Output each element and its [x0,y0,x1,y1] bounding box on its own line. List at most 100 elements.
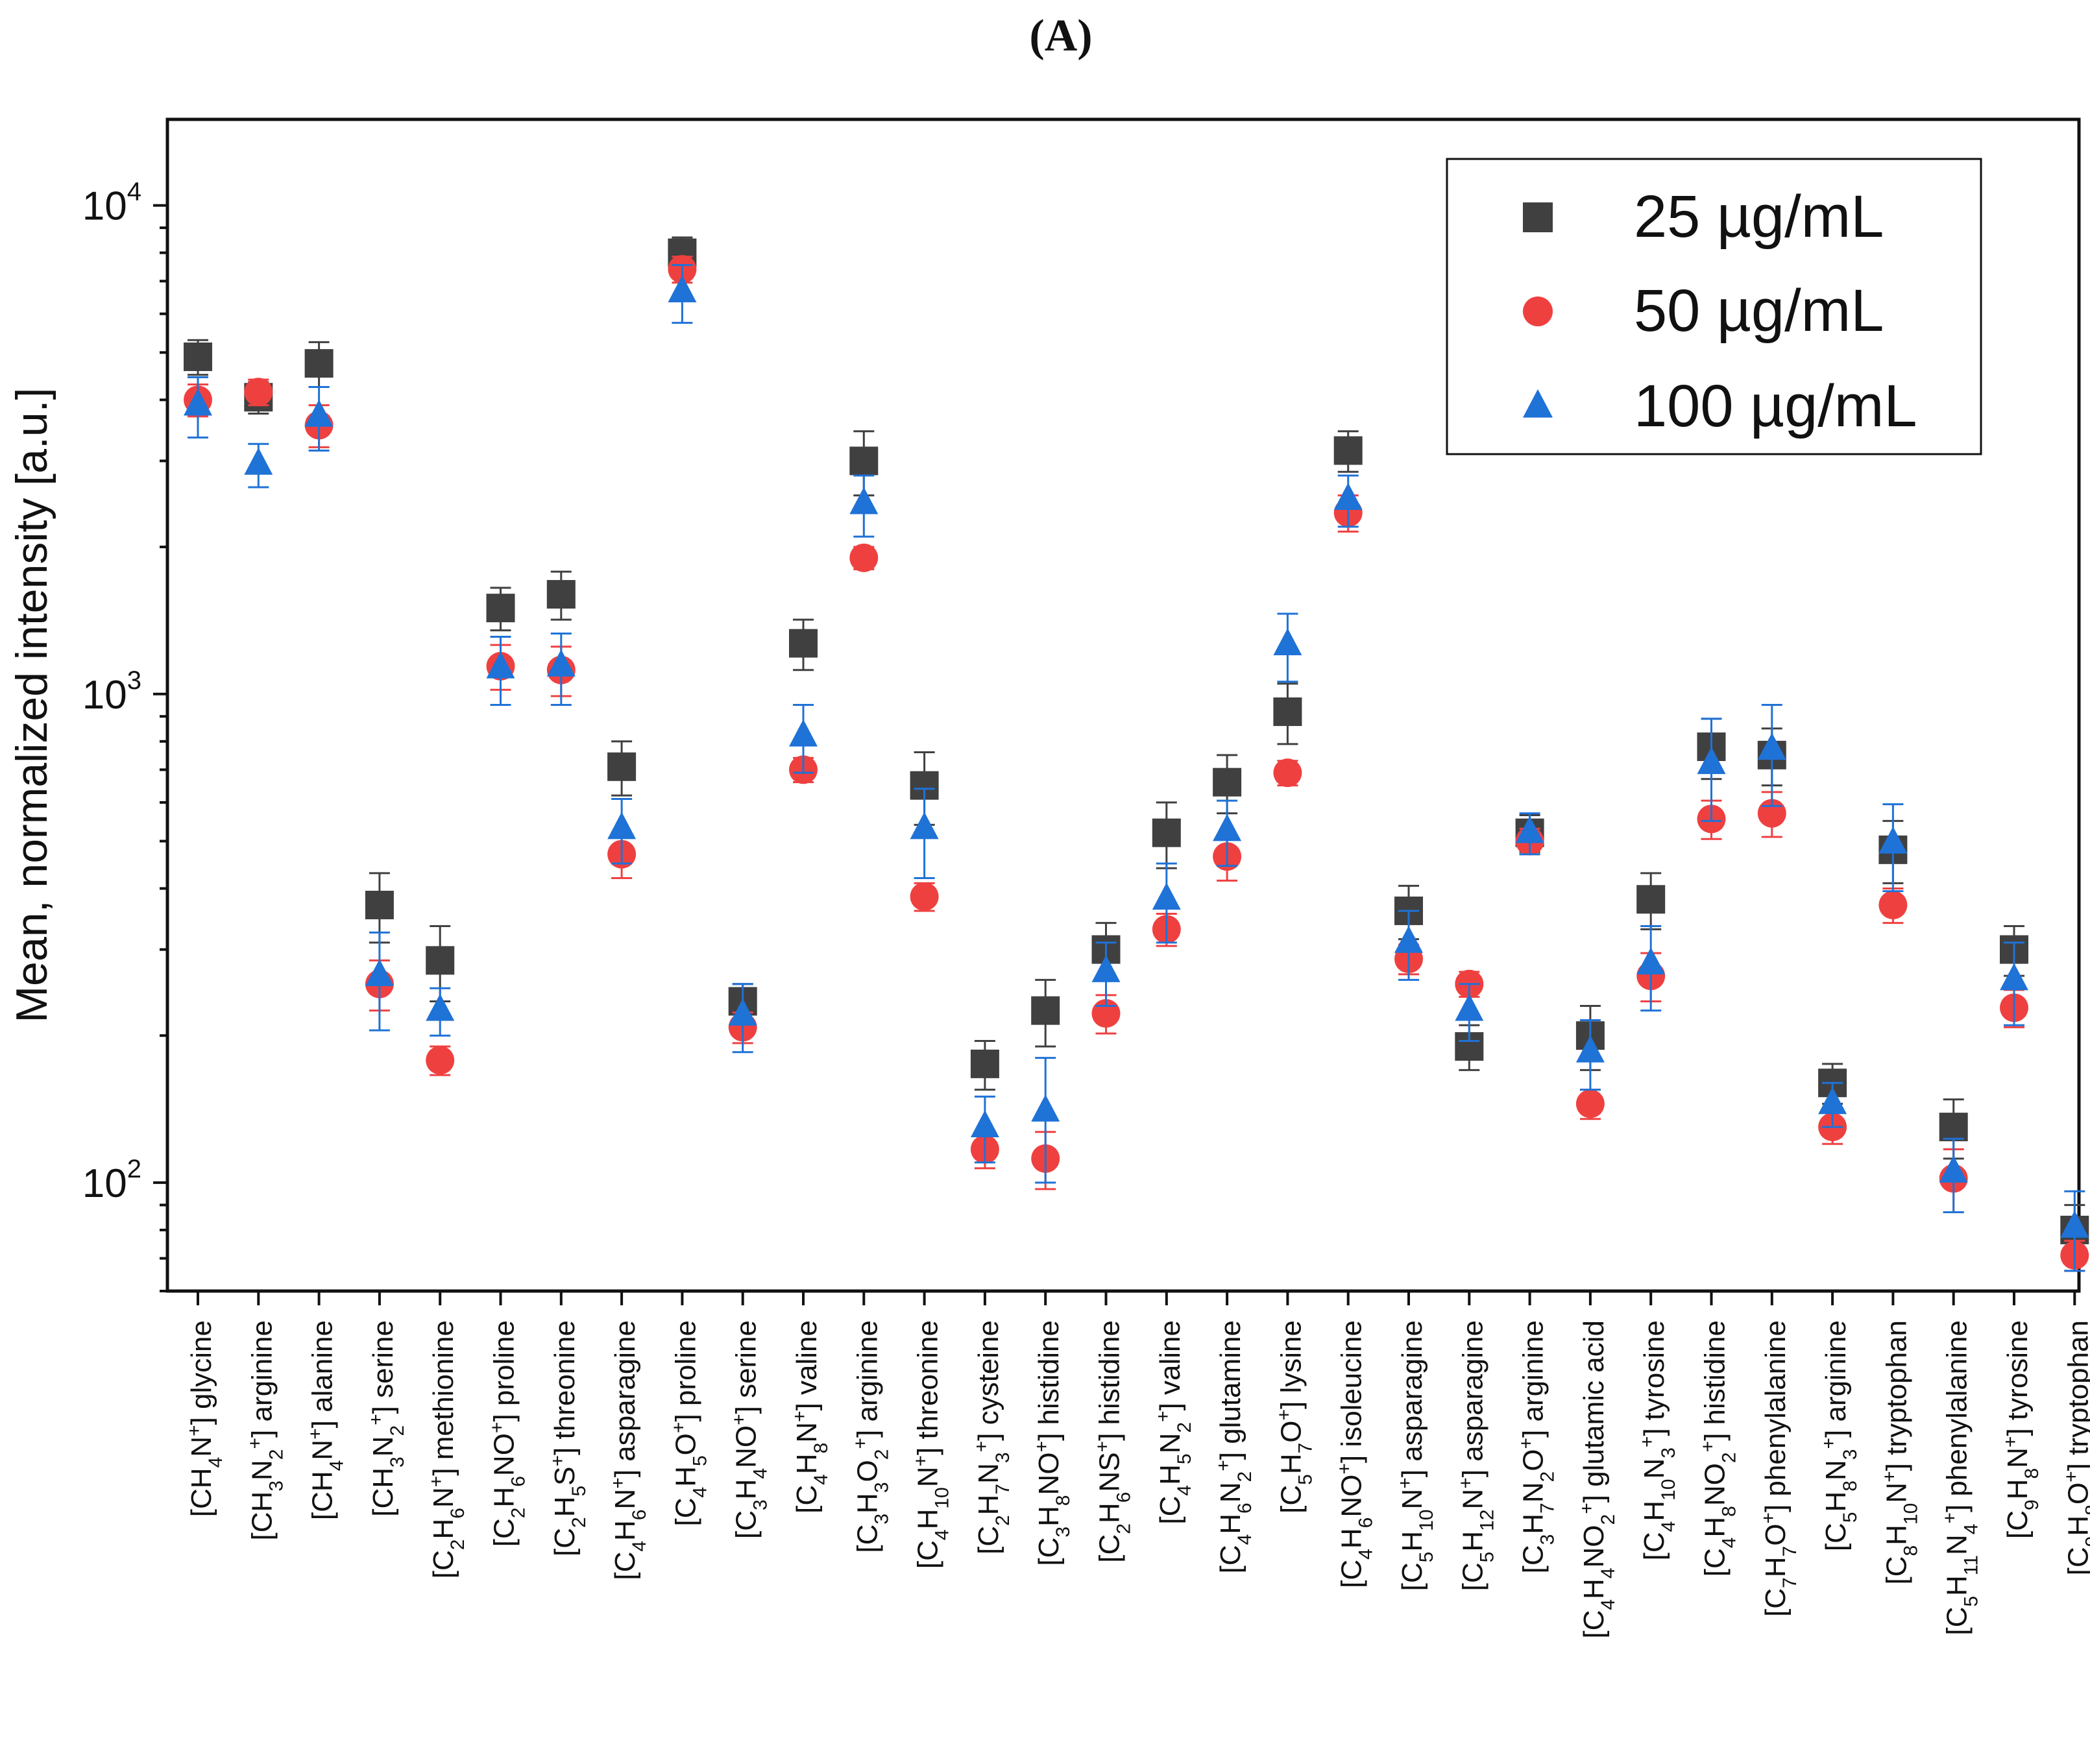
data-point-triangle [1636,947,1666,975]
data-point-square [1213,767,1242,797]
data-point-triangle [2000,963,2028,991]
data-point-square [304,349,334,378]
data-point-triangle [1333,483,1363,510]
x-tick-label: [C3H4NO+] serine [728,1320,771,1539]
legend: 25 µg/mL 50 µg/mL 100 µg/mL [1446,158,1982,455]
x-tick-label: [C4H6N2+] glutamine [1213,1320,1256,1573]
x-tick-label: [CH4N+] glycine [184,1320,226,1517]
x-tick-label: [C4H4NO2+] glutamic acid [1575,1320,1618,1639]
data-point-square [426,946,455,975]
data-point-triangle [1697,747,1726,775]
data-point-triangle [1213,814,1242,841]
data-point-circle [1575,1089,1605,1118]
data-point-triangle [244,448,273,475]
x-tick-label: [C9H8O+] tryptophan [2060,1320,2090,1575]
data-point-square [1031,996,1060,1025]
data-point-square [184,342,212,371]
x-tick-label: [C5H7O+] lysine [1273,1320,1316,1514]
x-tick-label: [C3H7N2O+] arginine [1515,1320,1558,1573]
x-tick-label: [C4H10N3+] tyrosine [1636,1320,1679,1560]
x-tick-label: [C5H10N+] asparagine [1394,1320,1437,1591]
data-point-square [1152,818,1181,847]
x-tick-label: [C3H3O2+] arginine [849,1320,892,1553]
y-tick-label: 103 [82,666,141,718]
data-point-square [1333,436,1363,465]
data-point-triangle [1515,816,1544,843]
y-tick-label: 104 [82,178,141,229]
data-point-triangle [1152,882,1181,910]
x-axis: [CH4N+] glycine [CH3N2+] arginine [CH4N+] … [184,1291,2090,1639]
data-point-triangle [1031,1094,1060,1122]
data-point-circle [244,378,273,407]
data-point-triangle [1091,955,1121,982]
x-tick-label: [CH3N2+] serine [365,1320,407,1517]
x-tick-label: [C4H6N+] asparagine [607,1320,650,1580]
data-point-triangle [1575,1035,1605,1063]
data-point-triangle [184,388,212,416]
data-point-triangle [2060,1210,2089,1238]
data-point-triangle [304,399,334,427]
x-tick-label: [C4H5N2+] valine [1152,1320,1195,1525]
data-point-square [607,752,637,781]
data-point-triangle [728,998,757,1026]
data-point-triangle [426,993,455,1021]
data-point-circle [910,882,939,911]
plot-frame [165,117,2081,1293]
data-point-circle [1878,890,1908,919]
data-point-square [1273,697,1302,727]
x-tick-label: [C9H8N+] tyrosine [2000,1320,2043,1539]
x-tick-label: [C3H8NO+] histidine [1031,1320,1074,1566]
data-point-triangle [1394,925,1423,953]
panel-label: (A) [1029,11,1092,61]
legend-label: 25 µg/mL [1634,184,1884,250]
data-point-square [486,594,515,623]
data-marks [184,236,2089,1272]
data-point-triangle [1273,628,1302,656]
data-point-square [365,890,394,919]
data-point-triangle [789,719,818,747]
data-point-triangle [1939,1155,1968,1183]
legend-marker-square [1523,202,1553,232]
data-point-triangle [607,812,637,840]
data-point-square [1636,885,1666,914]
x-tick-label: [C8H10N+] tryptophan [1878,1320,1921,1585]
data-point-triangle [1757,732,1786,760]
x-tick-label: [C2H6NS+] histidine [1091,1320,1134,1563]
y-tick-label: 102 [82,1155,141,1206]
data-point-triangle [1455,993,1484,1021]
data-point-triangle [849,487,879,514]
data-point-square [789,629,818,658]
data-point-triangle [486,651,515,679]
x-tick-label: [C4H6NO+] isoleucine [1333,1320,1376,1588]
data-point-triangle [970,1110,999,1137]
data-point-square [546,580,576,609]
x-tick-label: [C5H8N3+] arginine [1818,1320,1861,1551]
x-tick-label: [CH3N2+] arginine [244,1320,287,1540]
data-point-triangle [1818,1087,1847,1115]
x-tick-label: [C4H10N+] threonine [910,1320,953,1569]
x-tick-label: [C2H7N3+] cysteine [970,1320,1013,1554]
y-axis-label: Mean, normalized intensity [a.u.] [7,388,56,1023]
legend-marker-circle [1523,296,1553,326]
data-point-circle [426,1046,455,1075]
data-point-triangle [546,649,576,677]
x-tick-label: [C5H11N4+] phenylalanine [1939,1320,1982,1636]
series-triangle [184,264,2089,1272]
x-tick-label: [CH4N+] alanine [304,1320,347,1520]
data-point-square [849,446,879,476]
data-point-square [1939,1113,1968,1142]
x-tick-label: [C2H6NO+] proline [486,1320,529,1547]
data-point-circle [849,543,879,572]
data-point-triangle [668,275,697,302]
x-tick-label: [C4H5O+] proline [668,1320,711,1526]
x-tick-label: [C2H6N+] methionine [426,1320,468,1578]
data-point-square [970,1049,999,1078]
data-point-circle [1273,758,1302,788]
legend-marker-triangle [1523,389,1553,418]
x-tick-label: [C5H12N+] asparagine [1455,1320,1498,1591]
legend-label: 50 µg/mL [1634,278,1884,344]
data-point-triangle [1878,826,1908,854]
data-point-triangle [365,959,394,987]
data-point-triangle [910,812,939,840]
